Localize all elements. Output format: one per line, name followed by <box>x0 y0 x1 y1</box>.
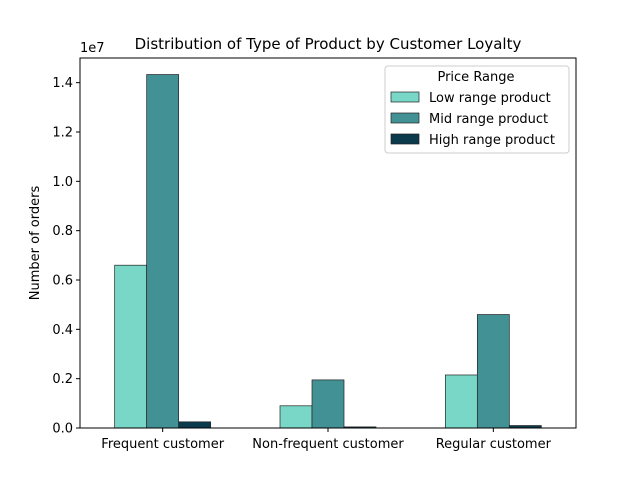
bar-low-range-product-1 <box>279 405 313 429</box>
y-tick-label: 0.2 <box>52 372 73 387</box>
y-axis-scale-label: 1e7 <box>80 41 105 56</box>
y-tick-label: 1.0 <box>52 175 73 190</box>
y-tick-label: 0.4 <box>52 323 73 338</box>
legend: Price Range Low range product Mid range p… <box>384 65 570 154</box>
legend-label: High range product <box>429 133 555 148</box>
y-axis-title: Number of orders <box>28 186 43 301</box>
bars-group <box>114 74 542 429</box>
y-axis-ticks: 0.0 0.2 0.4 0.6 0.8 1.0 1.2 1.4 <box>52 76 80 437</box>
plot-frame <box>79 57 577 429</box>
bar-mid-range-product-1 <box>311 379 345 429</box>
bar-low-range-product-2 <box>444 374 478 429</box>
x-tick-label: Regular customer <box>436 437 552 452</box>
x-tick-label: Non-frequent customer <box>252 437 404 452</box>
legend-box <box>384 65 570 154</box>
legend-items: Low range product Mid range product High r… <box>390 91 555 148</box>
bar-low-range-product-0 <box>114 264 148 429</box>
chart-title: Distribution of Type of Product by Custo… <box>135 35 522 53</box>
legend-label: Mid range product <box>429 112 548 127</box>
bar-mid-range-product-0 <box>146 74 180 429</box>
y-tick-label: 0.6 <box>52 274 73 289</box>
legend-label: Low range product <box>429 91 551 106</box>
y-tick-label: 0.8 <box>52 224 73 239</box>
x-tick-label: Frequent customer <box>101 437 224 452</box>
bar-high-range-product-0 <box>178 421 212 429</box>
legend-title: Price Range <box>437 70 514 85</box>
y-tick-label: 0.0 <box>52 422 73 437</box>
legend-swatch <box>390 133 420 145</box>
bar-mid-range-product-2 <box>476 314 510 429</box>
y-tick-label: 1.2 <box>52 126 73 141</box>
legend-swatch <box>390 112 420 124</box>
y-tick-label: 1.4 <box>52 76 73 91</box>
legend-swatch <box>390 91 420 103</box>
x-axis-ticks: Frequent customer Non-frequent customer Re… <box>101 428 552 452</box>
